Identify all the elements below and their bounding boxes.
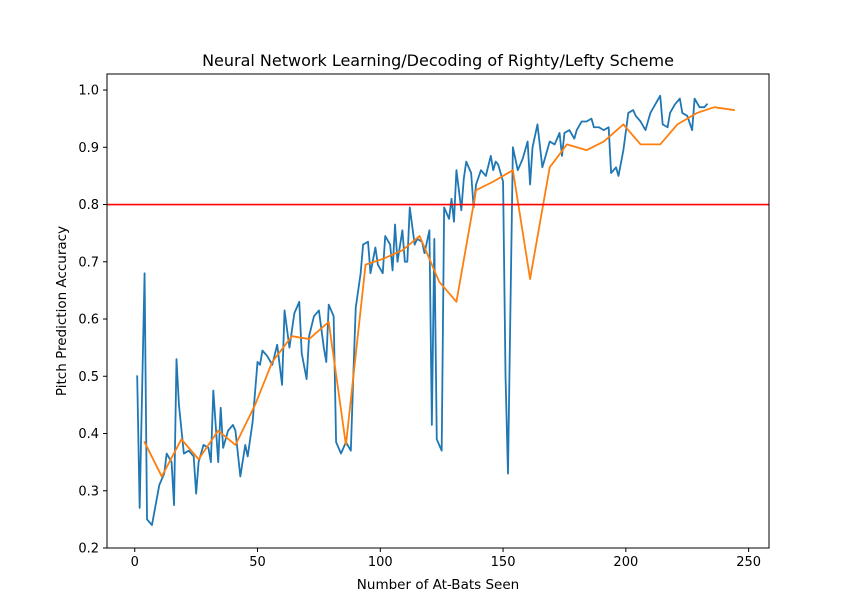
chart-title: Neural Network Learning/Decoding of Righ… (202, 51, 674, 70)
y-tick-label: 0.8 (78, 198, 99, 213)
series-line-1 (136, 94, 709, 526)
y-axis-label: Pitch Prediction Accuracy (54, 226, 70, 396)
series-line-2 (143, 106, 735, 478)
y-axis: 0.2 0.3 0.4 0.5 0.6 0.7 0.8 0.9 1.0 (78, 84, 107, 557)
y-tick-label: 0.3 (78, 484, 99, 499)
x-tick-label: 50 (249, 555, 266, 570)
series-layer (136, 94, 735, 526)
x-tick-label: 200 (613, 555, 638, 570)
y-tick-label: 0.7 (78, 255, 99, 270)
y-tick-label: 0.2 (78, 542, 99, 557)
y-tick-label: 0.4 (78, 427, 99, 442)
plot-area (107, 94, 769, 526)
x-axis: 0 50 100 150 200 250 (131, 548, 761, 570)
x-tick-label: 150 (491, 555, 516, 570)
y-tick-label: 0.5 (78, 370, 99, 385)
x-axis-label: Number of At-Bats Seen (357, 577, 519, 593)
x-tick-label: 250 (736, 555, 761, 570)
axes-frame (106, 73, 770, 549)
y-tick-label: 0.6 (78, 313, 99, 328)
x-tick-label: 0 (131, 555, 139, 570)
x-tick-label: 100 (368, 555, 393, 570)
y-tick-label: 0.9 (78, 141, 99, 156)
y-tick-label: 1.0 (78, 84, 99, 99)
